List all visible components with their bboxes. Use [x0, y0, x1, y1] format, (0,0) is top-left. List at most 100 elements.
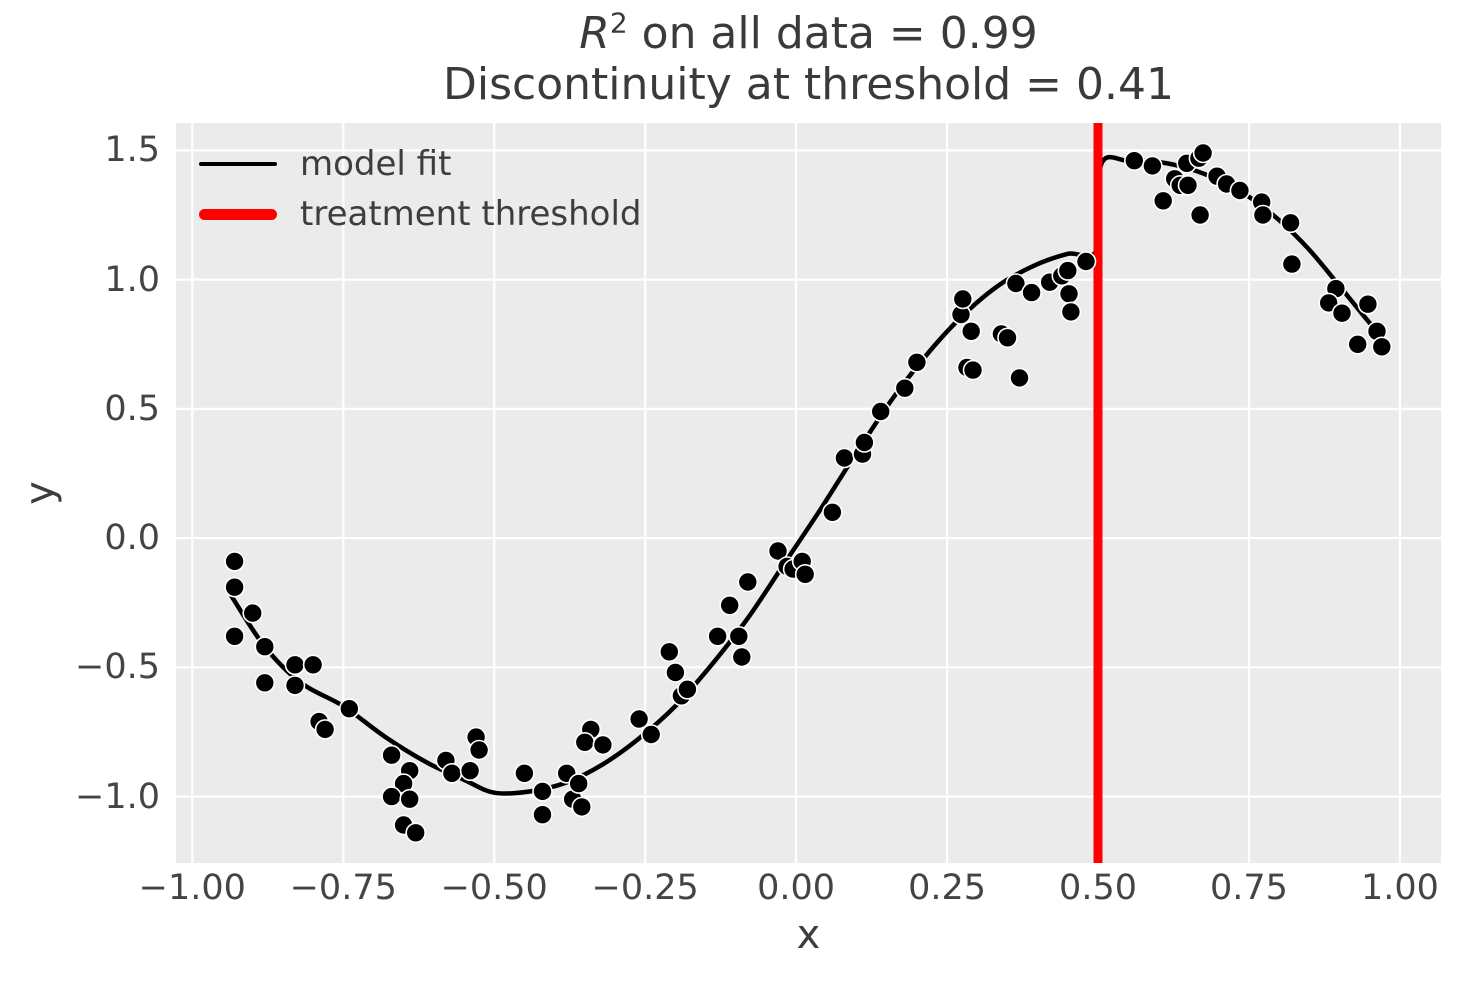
y-axis-label: y [17, 481, 63, 505]
data-point [592, 734, 614, 756]
data-point [1331, 302, 1353, 324]
data-point [894, 377, 916, 399]
threshold-line-swatch [199, 208, 277, 220]
data-point [1060, 301, 1082, 323]
data-point [728, 625, 750, 647]
data-point [254, 636, 276, 658]
data-point [284, 675, 306, 696]
data-point [822, 501, 843, 523]
legend-label: model fit [300, 144, 452, 184]
data-point [628, 708, 650, 730]
x-tick-label: 1.00 [1360, 868, 1439, 908]
data-point [1371, 336, 1393, 358]
data-point [224, 625, 245, 647]
data-point [381, 786, 402, 807]
data-point [677, 678, 698, 700]
data-point [960, 321, 982, 342]
x-tick-label: 0.25 [908, 868, 987, 908]
data-point [997, 327, 1018, 349]
chart-title: R2 on all data = 0.99 Discontinuity at t… [176, 8, 1441, 110]
data-point [242, 602, 263, 624]
data-point [1280, 212, 1301, 234]
data-point [532, 804, 553, 826]
data-point [640, 724, 662, 745]
y-tick-label: −1.0 [75, 776, 160, 817]
x-tick-label: −0.25 [591, 868, 699, 908]
data-point [1189, 204, 1211, 226]
data-point [707, 625, 728, 647]
x-tick-label: −1.00 [138, 868, 246, 908]
data-point [1357, 293, 1379, 315]
data-point [767, 540, 789, 562]
data-point [854, 432, 875, 453]
legend-entry-treatment-threshold: treatment threshold [198, 189, 642, 239]
x-tick-label: 0.75 [1210, 868, 1288, 908]
title-r-symbol: R [579, 8, 610, 59]
data-point [794, 563, 816, 585]
model-fit-line-swatch [199, 162, 277, 166]
data-point [665, 662, 686, 683]
y-tick-label: 1.5 [104, 130, 160, 171]
data-point [254, 672, 276, 694]
data-point [571, 796, 593, 818]
data-point [441, 762, 463, 784]
data-point [532, 781, 553, 802]
data-point [1152, 190, 1174, 212]
title-r-exponent: 2 [609, 6, 628, 40]
data-point [1058, 283, 1080, 305]
plot-canvas [176, 123, 1441, 863]
data-point [568, 773, 590, 794]
data-point [1005, 273, 1027, 294]
data-point [962, 359, 984, 381]
data-point [1142, 155, 1163, 177]
plot-area: model fit treatment threshold [176, 123, 1441, 863]
data-point [574, 731, 596, 753]
y-tick-label: 0.5 [104, 388, 160, 429]
data-point [468, 739, 490, 761]
data-point [302, 654, 324, 676]
legend-entry-model-fit: model fit [198, 139, 642, 189]
data-point [1177, 174, 1199, 196]
data-point [1192, 142, 1214, 164]
title-line-1-text: on all data = 0.99 [627, 8, 1038, 59]
data-point [284, 654, 306, 676]
data-point [1281, 253, 1303, 275]
title-line-1: R2 on all data = 0.99 [176, 8, 1441, 59]
data-point [658, 641, 680, 663]
model-fit-line [229, 154, 1389, 796]
y-tick-label: 1.0 [104, 259, 160, 300]
data-point [1021, 282, 1042, 303]
data-point [1009, 367, 1030, 389]
data-point [399, 788, 420, 810]
y-tick-label: 0.0 [104, 518, 160, 559]
legend: model fit treatment threshold [198, 139, 642, 239]
data-point [314, 719, 336, 740]
data-point [952, 288, 974, 310]
data-point [1252, 204, 1274, 226]
data-point [1123, 150, 1145, 172]
data-point [1057, 260, 1079, 281]
gridlines [176, 123, 1441, 863]
data-point [224, 576, 245, 598]
data-point [1347, 334, 1368, 355]
legend-label: treatment threshold [300, 194, 642, 234]
data-point [906, 352, 928, 373]
scatter-points [224, 142, 1393, 844]
data-point [459, 760, 481, 782]
x-tick-label: −0.50 [440, 868, 548, 908]
data-point [737, 571, 759, 593]
data-point [339, 698, 360, 720]
x-tick-label: 0.50 [1059, 868, 1137, 908]
data-point [224, 551, 245, 572]
x-axis-label: x [796, 912, 821, 958]
data-point [514, 762, 535, 784]
x-tick-label: 0.00 [757, 868, 836, 908]
y-tick-label: −0.5 [75, 647, 160, 688]
title-line-2: Discontinuity at threshold = 0.41 [442, 59, 1174, 110]
data-point [834, 447, 855, 469]
data-point [870, 401, 892, 422]
data-point [381, 744, 402, 766]
data-point [1075, 251, 1097, 272]
data-point [405, 822, 426, 844]
data-point [1229, 180, 1251, 201]
